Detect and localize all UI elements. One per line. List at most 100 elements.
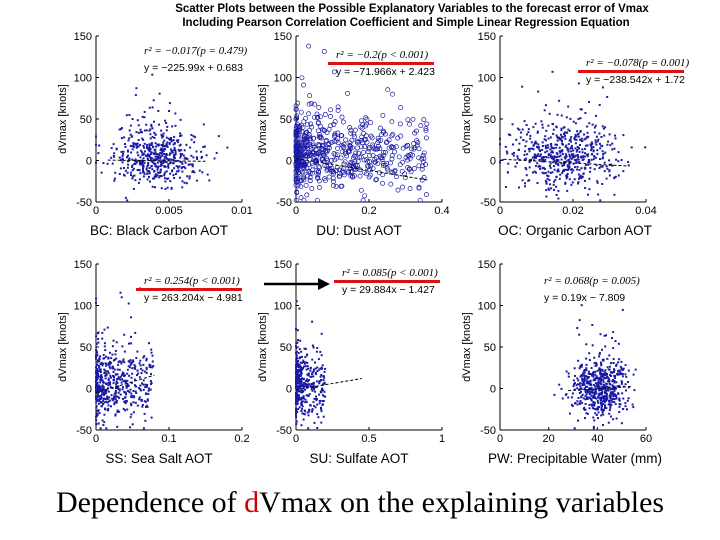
- data-point: [593, 370, 596, 373]
- data-point: [181, 186, 184, 189]
- data-point: [151, 127, 154, 130]
- data-point: [598, 397, 601, 400]
- data-point: [598, 392, 601, 395]
- data-point: [587, 163, 590, 166]
- data-point: [120, 381, 123, 384]
- data-point: [150, 383, 152, 385]
- data-point: [321, 152, 326, 158]
- data-point: [184, 167, 187, 170]
- data-point: [583, 369, 586, 371]
- data-point: [150, 142, 153, 144]
- data-point: [146, 165, 149, 168]
- data-point: [525, 157, 528, 160]
- y-tick-label: 150: [478, 31, 496, 43]
- data-point: [595, 363, 598, 366]
- data-point: [544, 104, 547, 107]
- data-point: [301, 412, 304, 415]
- data-point: [533, 156, 536, 158]
- data-point: [112, 379, 115, 382]
- data-point: [618, 358, 621, 361]
- data-point: [604, 377, 607, 380]
- data-point: [160, 129, 163, 132]
- data-point: [142, 164, 145, 167]
- data-point: [577, 359, 580, 362]
- data-point: [102, 162, 105, 165]
- data-point: [107, 377, 110, 380]
- data-point: [107, 356, 110, 359]
- data-point: [145, 368, 148, 371]
- data-point: [295, 423, 298, 425]
- data-point: [100, 374, 103, 376]
- data-point: [630, 146, 633, 149]
- data-point: [305, 383, 307, 386]
- data-point: [595, 414, 598, 416]
- data-point: [581, 148, 584, 151]
- data-point: [530, 147, 533, 150]
- data-point: [131, 367, 134, 370]
- regression-line: [95, 374, 155, 394]
- data-point: [179, 143, 182, 146]
- data-point: [590, 367, 593, 369]
- data-point: [617, 174, 620, 177]
- data-point: [99, 376, 102, 379]
- arrow-icon: [264, 278, 330, 290]
- data-point: [115, 401, 118, 404]
- data-point: [109, 367, 112, 370]
- data-point: [111, 397, 114, 400]
- data-point: [300, 368, 302, 371]
- data-point: [598, 377, 601, 380]
- data-point: [328, 140, 334, 145]
- data-point: [604, 345, 607, 348]
- data-point: [158, 92, 161, 95]
- data-point: [321, 367, 324, 370]
- figure-title-line-2: Including Pearson Correlation Coefficien…: [182, 17, 629, 29]
- data-point: [179, 154, 182, 157]
- data-point: [142, 363, 145, 366]
- data-point: [184, 157, 187, 160]
- data-point: [120, 137, 123, 140]
- data-point: [114, 392, 117, 395]
- data-point: [552, 146, 555, 149]
- data-point: [382, 149, 388, 155]
- x-tick-label: 0: [497, 433, 503, 445]
- data-point: [134, 163, 137, 165]
- data-point: [553, 393, 556, 396]
- data-point: [310, 383, 313, 385]
- data-point: [591, 404, 594, 407]
- data-point: [548, 179, 551, 182]
- data-point: [302, 359, 305, 362]
- data-point: [561, 142, 564, 145]
- data-point: [159, 160, 162, 163]
- data-point: [579, 382, 582, 385]
- data-point: [312, 375, 315, 378]
- data-point: [159, 152, 162, 154]
- data-point: [620, 382, 623, 385]
- data-point: [142, 388, 145, 391]
- data-point: [601, 150, 604, 153]
- data-point: [137, 139, 140, 141]
- data-point: [570, 396, 573, 399]
- data-point: [589, 382, 592, 385]
- data-point: [100, 393, 103, 396]
- data-point: [174, 173, 177, 175]
- data-point: [588, 160, 591, 163]
- data-point: [122, 380, 125, 383]
- data-point: [154, 174, 157, 176]
- data-point: [121, 378, 124, 381]
- data-point: [95, 376, 97, 379]
- data-point: [319, 350, 322, 353]
- data-point: [540, 120, 543, 123]
- data-point: [167, 137, 170, 140]
- data-point: [181, 166, 184, 169]
- data-point: [611, 142, 614, 145]
- data-point: [184, 161, 187, 164]
- data-point: [559, 154, 562, 157]
- data-point: [597, 394, 600, 397]
- data-point: [585, 367, 588, 370]
- data-point: [529, 137, 532, 140]
- data-point: [116, 395, 119, 398]
- data-point: [133, 378, 136, 381]
- data-point: [621, 369, 624, 371]
- data-point: [294, 146, 300, 152]
